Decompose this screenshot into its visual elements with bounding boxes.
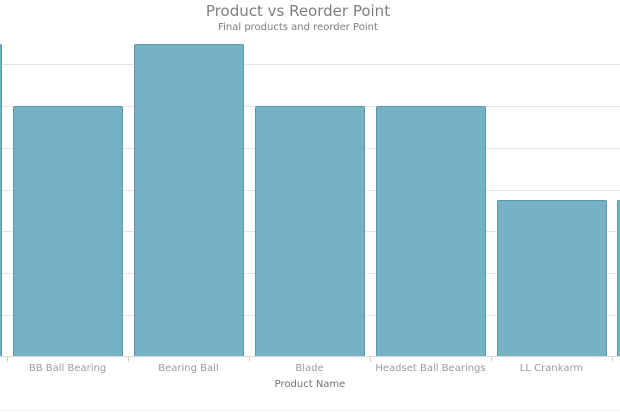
x-axis-label: LL Crankarm — [519, 363, 584, 374]
x-axis-label: BB Ball Bearing — [28, 363, 107, 374]
bar-partial-right[interactable] — [617, 200, 620, 356]
x-axis-label: Bearing Ball — [158, 363, 219, 374]
bar-blade[interactable] — [255, 106, 365, 356]
x-axis-title: Product Name — [274, 379, 346, 390]
bar-bb-ball-bearing[interactable] — [13, 106, 123, 356]
x-axis-label: Headset Ball Bearings — [375, 363, 486, 374]
x-axis-tick — [370, 357, 371, 362]
bar-partial-left[interactable] — [0, 44, 2, 356]
x-axis-tick — [128, 357, 129, 362]
x-axis-label: Blade — [295, 363, 324, 374]
bar-headset-ball-bearings[interactable] — [376, 106, 486, 356]
gridline — [0, 64, 620, 65]
bar-bearing-ball[interactable] — [134, 44, 244, 356]
chart-bottom-border — [0, 410, 620, 411]
bar-ll-crankarm[interactable] — [497, 200, 607, 356]
x-axis-tick — [7, 357, 8, 362]
chart-subtitle: Final products and reorder Point — [218, 22, 378, 33]
x-axis-tick — [249, 357, 250, 362]
x-axis-tick — [491, 357, 492, 362]
x-axis-line — [0, 356, 620, 357]
chart-title: Product vs Reorder Point — [205, 2, 391, 20]
x-axis-tick — [612, 357, 613, 362]
